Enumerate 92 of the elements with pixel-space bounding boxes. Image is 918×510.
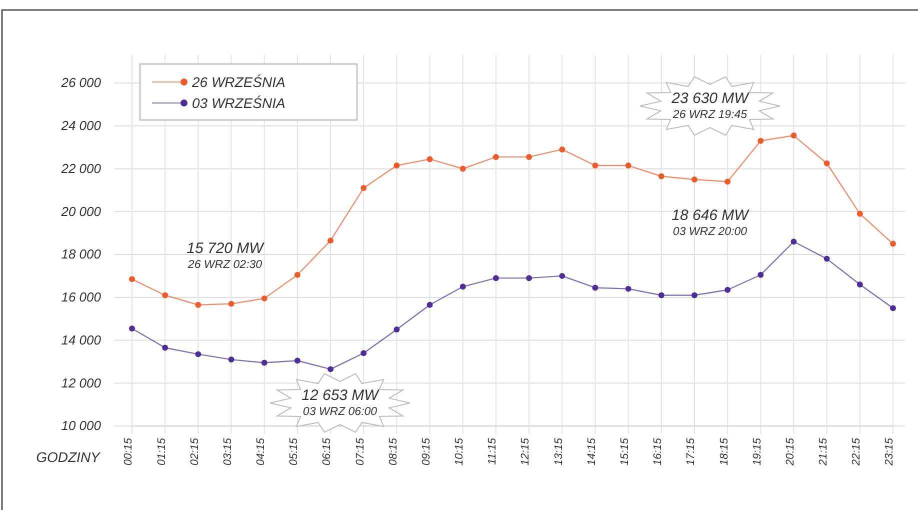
x-tick-label: 05:15: [288, 437, 300, 466]
x-tick-label: 00:15: [122, 437, 135, 466]
y-tick-label: 26 000: [60, 75, 102, 90]
point: [691, 176, 698, 182]
point: [658, 292, 664, 298]
point: [294, 272, 300, 278]
x-tick-label: 18:15: [718, 437, 730, 466]
x-tick-label: 22:15: [850, 437, 863, 467]
x-tick-label: 14:15: [586, 437, 598, 466]
point: [790, 238, 797, 245]
point: [328, 366, 334, 372]
x-tick-label: 13:15: [552, 437, 565, 466]
point: [195, 302, 202, 308]
point: [162, 292, 168, 298]
x-tick-label: 10:15: [454, 437, 466, 466]
point: [394, 162, 400, 169]
y-tick-label: 22 000: [60, 160, 102, 176]
y-tick-label: 10 000: [61, 418, 102, 434]
annotation: 03 WRZ 20:00: [672, 226, 748, 238]
point: [890, 240, 896, 247]
x-tick-label: 07:15: [354, 437, 366, 466]
x-tick-label: 08:15: [387, 437, 400, 466]
x-tick-label: 16:15: [652, 437, 664, 466]
point: [890, 305, 896, 312]
x-tick-label: 17:15: [685, 437, 698, 466]
point: [559, 272, 566, 279]
point: [261, 295, 268, 302]
point: [394, 326, 400, 333]
x-tick-label: 21:15: [818, 437, 830, 467]
point: [691, 292, 698, 298]
point: [758, 272, 764, 278]
point: [658, 173, 664, 180]
y-tick-label: 18 000: [61, 246, 102, 262]
point: [328, 238, 334, 244]
point: [360, 185, 367, 192]
x-tick-label: 15:15: [619, 437, 632, 466]
x-axis-title: GODZINY: [36, 449, 102, 465]
x-tick-label: 09:15: [420, 437, 432, 466]
point: [724, 286, 731, 293]
x-tick-label: 19:15: [751, 437, 764, 466]
x-tick-label: 23:15: [884, 437, 896, 467]
x-tick-label: 03:15: [222, 437, 234, 466]
annotation: 26 WRZ 19:45: [672, 109, 748, 121]
point: [426, 302, 433, 308]
x-tick-label: 04:15: [255, 437, 268, 466]
x-tick-label: 06:15: [321, 437, 334, 466]
point: [426, 156, 433, 162]
point: [261, 360, 268, 366]
x-tick-label: 01:15: [156, 437, 168, 466]
point: [824, 160, 830, 166]
point: [492, 154, 499, 160]
annotation: 18 646 MW: [672, 207, 750, 224]
legend-label: 03 WRZEŚNIA: [192, 95, 286, 111]
y-tick-label: 12 000: [61, 375, 102, 390]
point: [360, 350, 367, 356]
annotation: 15 720 MW: [186, 240, 266, 257]
y-tick-label: 16 000: [61, 290, 102, 305]
point: [758, 138, 764, 144]
point: [162, 344, 168, 351]
point: [724, 178, 731, 185]
y-tick-label: 20 000: [60, 204, 102, 219]
x-tick-label: 02:15: [188, 437, 201, 466]
point: [294, 358, 300, 364]
point: [228, 300, 234, 307]
annotation: 23 630 MW: [670, 90, 750, 107]
point: [526, 275, 532, 282]
point: [129, 276, 135, 282]
point: [195, 351, 202, 358]
legend-label: 26 WRZEŚNIA: [191, 74, 286, 90]
point: [460, 284, 466, 290]
point: [856, 282, 863, 288]
point: [856, 210, 863, 217]
y-tick-label: 14 000: [61, 332, 102, 348]
point: [625, 286, 632, 292]
point: [625, 162, 632, 169]
x-tick-label: 11:15: [486, 437, 499, 465]
annotation: 03 WRZ 06:00: [302, 406, 378, 418]
point: [824, 256, 830, 262]
point: [592, 162, 598, 169]
point: [559, 146, 566, 152]
y-tick-label: 24 000: [60, 118, 102, 134]
annotation: 26 WRZ 02:30: [186, 259, 263, 271]
point: [790, 132, 797, 138]
point: [129, 325, 135, 332]
x-tick-label: 12:15: [520, 437, 532, 466]
annotation: 12 653 MW: [302, 387, 380, 404]
point: [460, 166, 466, 172]
point: [526, 154, 532, 160]
point: [492, 275, 499, 282]
point: [592, 284, 598, 291]
x-tick-label: 20:15: [784, 437, 796, 467]
point: [228, 356, 234, 363]
